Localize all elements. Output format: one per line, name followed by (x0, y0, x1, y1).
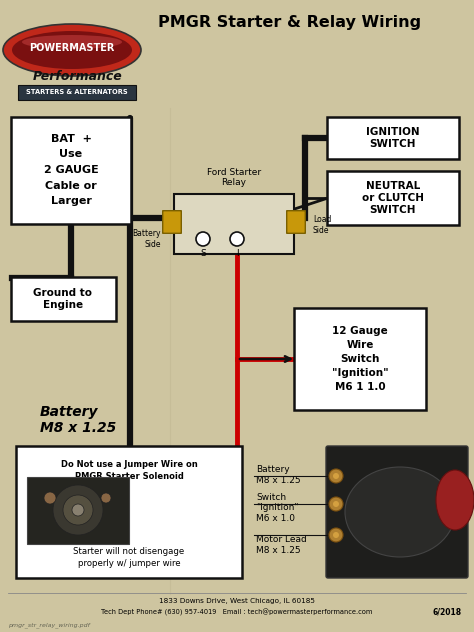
Text: POWERMASTER: POWERMASTER (29, 43, 115, 53)
Text: Battery
M8 x 1.25: Battery M8 x 1.25 (256, 465, 301, 485)
Ellipse shape (12, 31, 132, 69)
Text: NEUTRAL
or CLUTCH
SWITCH: NEUTRAL or CLUTCH SWITCH (362, 181, 424, 215)
Circle shape (329, 528, 343, 542)
Text: Battery
Side: Battery Side (133, 229, 161, 249)
Text: IGNITION
SWITCH: IGNITION SWITCH (366, 127, 420, 149)
FancyBboxPatch shape (327, 117, 459, 159)
Circle shape (329, 497, 343, 511)
FancyBboxPatch shape (163, 210, 181, 233)
Text: S: S (200, 249, 206, 258)
FancyBboxPatch shape (287, 210, 305, 233)
Text: I: I (236, 249, 238, 258)
Text: Performance: Performance (33, 70, 123, 83)
Circle shape (333, 473, 339, 479)
Text: 6/2018: 6/2018 (433, 607, 462, 616)
Circle shape (196, 232, 210, 246)
Ellipse shape (436, 470, 474, 530)
Text: Starter will not disengage
properly w/ jumper wire: Starter will not disengage properly w/ j… (73, 547, 185, 568)
Circle shape (101, 493, 111, 503)
FancyBboxPatch shape (11, 117, 131, 224)
Circle shape (44, 492, 56, 504)
Ellipse shape (22, 35, 122, 49)
Text: Load
Side: Load Side (313, 216, 331, 234)
Text: BAT  +
Use
2 GAUGE
Cable or
Larger: BAT + Use 2 GAUGE Cable or Larger (44, 134, 99, 206)
FancyBboxPatch shape (294, 308, 426, 410)
Text: STARTERS & ALTERNATORS: STARTERS & ALTERNATORS (26, 90, 128, 95)
Circle shape (63, 495, 93, 525)
Text: pmgr_str_relay_wiring.pdf: pmgr_str_relay_wiring.pdf (8, 622, 90, 628)
Text: Tech Dept Phone# (630) 957-4019   Email : tech@powermasterperformance.com: Tech Dept Phone# (630) 957-4019 Email : … (101, 609, 373, 616)
Text: Do Not use a Jumper Wire on
PMGR Starter Solenoid: Do Not use a Jumper Wire on PMGR Starter… (61, 460, 197, 481)
Text: Switch
"Ignition"
M6 x 1.0: Switch "Ignition" M6 x 1.0 (256, 493, 299, 523)
Ellipse shape (345, 467, 455, 557)
FancyBboxPatch shape (326, 446, 468, 578)
FancyBboxPatch shape (11, 277, 116, 321)
Circle shape (333, 532, 339, 538)
Text: Ford Starter
Relay: Ford Starter Relay (207, 167, 261, 187)
Text: Battery
M8 x 1.25: Battery M8 x 1.25 (40, 405, 116, 435)
FancyBboxPatch shape (327, 171, 459, 225)
FancyBboxPatch shape (174, 194, 294, 254)
Circle shape (53, 485, 103, 535)
Text: 1833 Downs Drive, West Chicago, IL 60185: 1833 Downs Drive, West Chicago, IL 60185 (159, 598, 315, 604)
FancyBboxPatch shape (16, 446, 242, 578)
FancyBboxPatch shape (18, 85, 136, 100)
Text: Motor Lead
M8 x 1.25: Motor Lead M8 x 1.25 (256, 535, 307, 555)
FancyBboxPatch shape (27, 477, 129, 544)
Ellipse shape (3, 24, 141, 76)
Text: PMGR Starter & Relay Wiring: PMGR Starter & Relay Wiring (158, 15, 421, 30)
Text: Ground to
Engine: Ground to Engine (34, 288, 92, 310)
Circle shape (72, 504, 84, 516)
Circle shape (333, 501, 339, 507)
Circle shape (329, 469, 343, 483)
Circle shape (230, 232, 244, 246)
Text: 12 Gauge
Wire
Switch
"Ignition"
M6 1 1.0: 12 Gauge Wire Switch "Ignition" M6 1 1.0 (332, 326, 388, 392)
